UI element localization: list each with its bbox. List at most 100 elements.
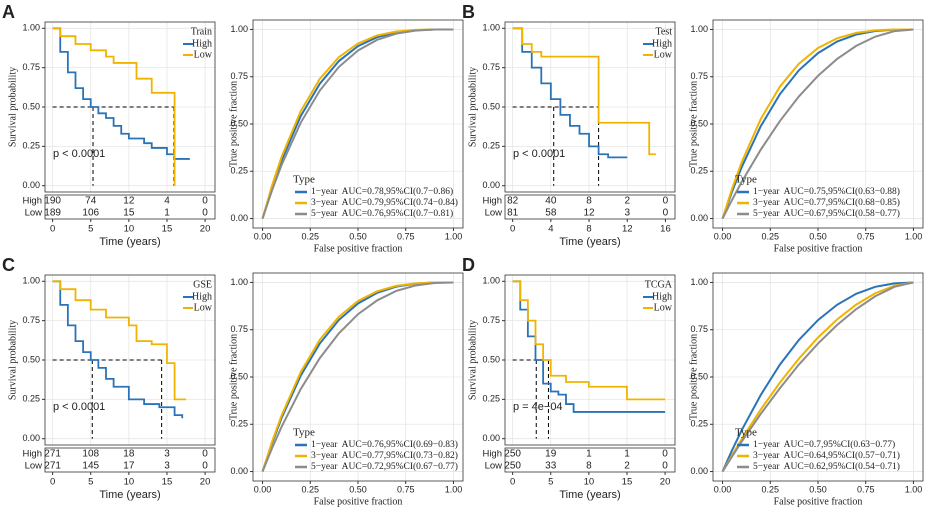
y-tick-label: 1.00: [690, 24, 708, 34]
plot-frame: [44, 274, 216, 446]
risk-count: 190: [44, 196, 61, 207]
y-tick-label: 0.25: [230, 166, 248, 176]
y-tick-label: 0.25: [690, 419, 708, 429]
y-tick-label: 0.75: [482, 315, 500, 325]
risk-count: 0: [663, 208, 669, 219]
y-tick-label: 1.00: [690, 277, 708, 287]
risk-count: 0: [662, 449, 668, 460]
risk-count: 1: [164, 208, 170, 219]
y-axis-label: Survival probability: [7, 320, 18, 400]
x-tick-label: 15: [162, 224, 173, 235]
survival-curve: [52, 280, 184, 419]
roc-curve: [721, 28, 914, 219]
y-tick-label: 0.50: [690, 118, 708, 128]
legend-title: TCGA: [645, 279, 673, 290]
plot-frame: [712, 272, 924, 482]
risk-count: 3: [164, 461, 170, 472]
y-tick-label: 0.50: [690, 371, 708, 381]
x-tick-label: 0.25: [762, 231, 780, 241]
x-tick-label: 0.25: [302, 484, 320, 494]
risk-row-label: Low: [485, 208, 503, 219]
x-tick-label: 0.00: [714, 231, 732, 241]
risk-count: 81: [507, 208, 519, 219]
x-tick-label: 0.50: [809, 484, 827, 494]
y-tick-label: 0.25: [22, 394, 40, 404]
survival-curve: [52, 280, 187, 401]
risk-count: 0: [202, 461, 208, 472]
y-tick-label: 0.75: [690, 71, 708, 81]
y-axis-label: True positive fraction: [228, 334, 239, 420]
risk-count: 40: [545, 196, 557, 207]
x-tick-label: 0.50: [349, 484, 367, 494]
risk-count: 74: [85, 196, 97, 207]
y-tick-label: 0.50: [230, 118, 248, 128]
risk-count: 8: [586, 196, 592, 207]
risk-table-frame: [44, 447, 216, 473]
x-tick-label: 4: [548, 224, 553, 235]
survival-curve: [52, 27, 176, 186]
legend-label: High: [652, 291, 672, 302]
panel-letter: A: [2, 2, 15, 22]
legend-label: Low: [654, 302, 673, 313]
annotation: p < 0.0001: [513, 148, 565, 160]
x-tick-label: 0.00: [714, 484, 732, 494]
x-tick-label: 15: [622, 477, 633, 488]
x-axis-label: False positive fraction: [314, 496, 403, 507]
y-tick-label: 0.00: [22, 180, 40, 190]
x-tick-label: 0: [510, 224, 515, 235]
risk-count: 189: [44, 208, 61, 219]
y-tick-label: 0.00: [690, 213, 708, 223]
legend-label: 5−year AUC=0.72,95%CI(0.67−0.77): [311, 461, 458, 472]
roc-curve: [261, 281, 454, 472]
risk-row-label: High: [22, 196, 42, 207]
y-axis-label: True positive fraction: [688, 81, 699, 167]
x-tick-label: 0: [510, 477, 515, 488]
panel-letter: B: [462, 2, 475, 22]
x-axis-label: False positive fraction: [314, 243, 403, 254]
legend-label: Low: [194, 302, 213, 313]
x-axis-label: False positive fraction: [774, 496, 863, 507]
x-axis-label: False positive fraction: [774, 243, 863, 254]
x-tick-label: 1.00: [905, 484, 923, 494]
x-tick-label: 0.75: [857, 231, 875, 241]
x-tick-label: 0.50: [809, 231, 827, 241]
risk-table-frame: [504, 447, 676, 473]
legend-label: Low: [654, 49, 673, 60]
x-tick-label: 0.00: [254, 484, 272, 494]
risk-count: 12: [583, 208, 595, 219]
legend-label: 1−year AUC=0.7,95%CI(0.63−0.77): [753, 439, 895, 450]
x-tick-label: 20: [660, 477, 671, 488]
risk-count: 108: [82, 449, 99, 460]
legend-label: 3−year AUC=0.64,95%CI(0.57−0.71): [753, 450, 900, 461]
y-tick-label: 0.25: [482, 141, 500, 151]
plot-frame: [252, 272, 464, 482]
x-tick-label: 10: [124, 224, 135, 235]
y-tick-label: 1.00: [22, 23, 40, 33]
legend-title: Type: [735, 174, 757, 186]
survival-curve: [512, 280, 666, 401]
roc-curve: [721, 281, 914, 473]
y-tick-label: 0.50: [22, 101, 40, 111]
x-tick-label: 0.25: [762, 484, 780, 494]
y-tick-label: 0.25: [22, 141, 40, 151]
x-tick-label: 5: [548, 477, 553, 488]
risk-count: 1: [624, 449, 630, 460]
survival-curve: [512, 27, 656, 156]
legend-title: Train: [191, 26, 212, 37]
x-tick-label: 5: [88, 477, 93, 488]
x-tick-label: 15: [162, 477, 173, 488]
x-tick-label: 1.00: [445, 231, 463, 241]
y-tick-label: 1.00: [482, 276, 500, 286]
panel-letter: D: [462, 255, 475, 275]
risk-count: 2: [624, 461, 630, 472]
y-tick-label: 0.00: [482, 433, 500, 443]
x-axis-label: Time (years): [99, 489, 160, 501]
y-tick-label: 0.50: [230, 371, 248, 381]
risk-count: 271: [44, 449, 61, 460]
legend-title: GSE: [193, 279, 212, 290]
legend-label: 1−year AUC=0.75,95%CI(0.63−0.88): [753, 186, 900, 197]
risk-count: 0: [202, 208, 208, 219]
legend-label: High: [652, 38, 672, 49]
y-axis-label: True positive fraction: [228, 81, 239, 167]
y-tick-label: 0.25: [690, 166, 708, 176]
